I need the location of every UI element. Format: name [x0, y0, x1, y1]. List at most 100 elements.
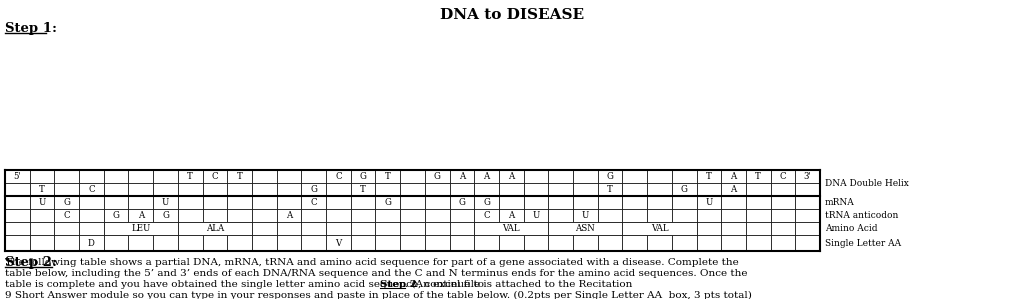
Bar — [598, 235, 623, 251]
Bar — [178, 209, 203, 222]
Bar — [672, 209, 696, 222]
Text: C: C — [88, 185, 95, 194]
Bar — [745, 196, 771, 209]
Text: ASN: ASN — [575, 224, 595, 233]
Bar — [499, 196, 523, 209]
Bar — [5, 196, 30, 209]
Bar — [400, 196, 425, 209]
Bar — [103, 170, 128, 183]
Text: G: G — [681, 185, 687, 194]
Bar — [721, 170, 745, 183]
Text: Amino Acid: Amino Acid — [825, 224, 878, 233]
Bar — [178, 222, 203, 235]
Text: T: T — [607, 185, 613, 194]
Bar — [351, 209, 376, 222]
Text: Step 1:: Step 1: — [5, 22, 57, 35]
Bar — [548, 209, 573, 222]
Bar — [771, 235, 796, 251]
Bar — [227, 183, 252, 196]
Bar — [745, 209, 771, 222]
Bar — [54, 209, 79, 222]
Text: DNA to DISEASE: DNA to DISEASE — [440, 8, 584, 22]
Bar — [5, 170, 820, 251]
Bar — [79, 170, 103, 183]
Bar — [796, 170, 820, 183]
Bar — [276, 222, 301, 235]
Text: C: C — [63, 211, 70, 220]
Bar — [128, 196, 154, 209]
Bar — [598, 222, 623, 235]
Bar — [672, 170, 696, 183]
Bar — [30, 196, 54, 209]
Bar — [128, 222, 154, 235]
Bar — [203, 170, 227, 183]
Bar — [103, 209, 128, 222]
Bar — [326, 196, 351, 209]
Bar — [573, 222, 598, 235]
Bar — [771, 196, 796, 209]
Bar — [301, 222, 326, 235]
Bar — [523, 183, 548, 196]
Bar — [400, 170, 425, 183]
Bar — [623, 235, 647, 251]
Bar — [227, 196, 252, 209]
Bar — [103, 222, 178, 235]
Bar — [400, 209, 425, 222]
Text: 3': 3' — [804, 172, 812, 181]
Text: Step 2:: Step 2: — [5, 256, 57, 269]
Text: VAL: VAL — [650, 224, 669, 233]
Text: DNA Double Helix: DNA Double Helix — [825, 179, 909, 187]
Bar — [30, 183, 54, 196]
Bar — [450, 209, 474, 222]
Text: tRNA anticodon: tRNA anticodon — [825, 211, 898, 220]
Text: U: U — [582, 211, 589, 220]
Text: D: D — [88, 239, 95, 248]
Bar — [771, 209, 796, 222]
Text: U: U — [532, 211, 540, 220]
Bar — [154, 196, 178, 209]
Bar — [523, 170, 548, 183]
Bar — [276, 183, 301, 196]
Bar — [400, 183, 425, 196]
Bar — [796, 235, 820, 251]
Bar — [745, 183, 771, 196]
Bar — [523, 235, 548, 251]
Bar — [154, 222, 178, 235]
Bar — [623, 209, 647, 222]
Text: T: T — [385, 172, 391, 181]
Bar — [450, 170, 474, 183]
Bar — [696, 222, 721, 235]
Bar — [721, 183, 745, 196]
Text: 5': 5' — [13, 172, 22, 181]
Bar — [351, 183, 376, 196]
Bar — [796, 196, 820, 209]
Bar — [5, 170, 30, 183]
Bar — [252, 235, 276, 251]
Bar — [376, 222, 400, 235]
Bar — [154, 170, 178, 183]
Bar — [128, 209, 154, 222]
Bar — [351, 170, 376, 183]
Text: table below, including the 5’ and 3’ ends of each DNA/RNA sequence and the C and: table below, including the 5’ and 3’ end… — [5, 269, 748, 278]
Bar — [376, 196, 400, 209]
Bar — [128, 183, 154, 196]
Text: C: C — [310, 198, 317, 207]
Bar — [474, 222, 499, 235]
Bar — [252, 222, 276, 235]
Text: LEU: LEU — [131, 224, 151, 233]
Bar — [771, 183, 796, 196]
Bar — [696, 170, 721, 183]
Text: G: G — [434, 172, 440, 181]
Text: U: U — [162, 198, 169, 207]
Bar — [598, 170, 623, 183]
Bar — [796, 183, 820, 196]
Text: T: T — [237, 172, 243, 181]
Bar — [79, 222, 103, 235]
Text: T: T — [39, 185, 45, 194]
Bar — [203, 235, 227, 251]
Bar — [30, 222, 54, 235]
Text: G: G — [384, 198, 391, 207]
Bar — [326, 209, 351, 222]
Bar — [745, 235, 771, 251]
Bar — [103, 196, 128, 209]
